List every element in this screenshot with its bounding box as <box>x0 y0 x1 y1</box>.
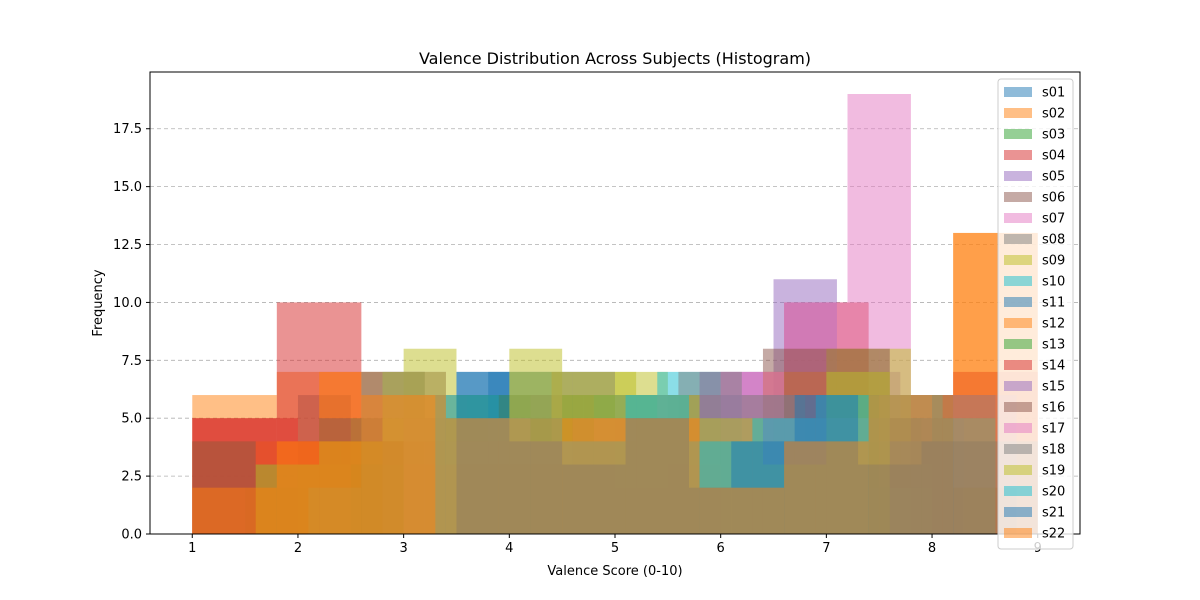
legend-label: s18 <box>1042 443 1065 458</box>
x-axis-label: Valence Score (0-10) <box>547 564 682 579</box>
x-tick-label: 1 <box>188 541 196 556</box>
bar <box>276 441 362 534</box>
legend-swatch <box>1004 108 1032 118</box>
legend-swatch <box>1004 87 1032 97</box>
legend-label: s04 <box>1042 149 1065 164</box>
x-tick-label: 7 <box>822 541 830 556</box>
bar <box>784 441 869 534</box>
y-tick-label: 7.5 <box>121 354 142 369</box>
legend-swatch <box>1004 465 1032 475</box>
y-tick-label: 2.5 <box>121 470 142 485</box>
y-tick-label: 17.5 <box>113 122 142 137</box>
bar <box>530 418 615 534</box>
legend-label: s20 <box>1042 485 1065 500</box>
bar <box>192 487 277 534</box>
legend-swatch <box>1004 423 1032 433</box>
x-tick-label: 3 <box>399 541 407 556</box>
x-tick-label: 4 <box>505 541 513 556</box>
legend-swatch <box>1004 318 1032 328</box>
legend-swatch <box>1004 339 1032 349</box>
legend-label: s09 <box>1042 254 1065 269</box>
bar <box>361 395 446 534</box>
legend-swatch <box>1004 444 1032 454</box>
legend-label: s22 <box>1042 527 1065 542</box>
x-tick-label: 6 <box>717 541 725 556</box>
legend-label: s12 <box>1042 317 1065 332</box>
legend-label: s13 <box>1042 338 1065 353</box>
bar <box>868 395 954 534</box>
legend-swatch <box>1004 381 1032 391</box>
legend-swatch <box>1004 234 1032 244</box>
y-axis-ticks: 0.0 2.5 5.0 7.5 10.0 12.5 15.0 17.5 <box>113 122 150 543</box>
legend-swatch <box>1004 297 1032 307</box>
legend-label: s19 <box>1042 464 1065 479</box>
y-tick-label: 12.5 <box>113 238 142 253</box>
legend-label: s01 <box>1042 86 1065 101</box>
legend-swatch <box>1004 486 1032 496</box>
legend: s01 s02 s03 s04 s05 s06 s07 s08 s09 s10 s11 s12 s13 s… <box>997 78 1074 550</box>
legend-swatch <box>1004 507 1032 517</box>
x-tick-label: 2 <box>294 541 302 556</box>
legend-swatch <box>1004 171 1032 181</box>
legend-label: s02 <box>1042 107 1065 122</box>
legend-swatch <box>1004 402 1032 412</box>
y-tick-label: 5.0 <box>121 412 142 427</box>
legend-label: s11 <box>1042 296 1065 311</box>
legend-swatch <box>1004 276 1032 286</box>
y-axis-label: Frequency <box>91 269 106 336</box>
x-tick-label: 5 <box>611 541 619 556</box>
chart-title: Valence Distribution Across Subjects (Hi… <box>419 49 811 68</box>
bar <box>699 487 785 534</box>
y-tick-label: 0.0 <box>121 528 142 543</box>
legend-label: s06 <box>1042 191 1065 206</box>
legend-label: s07 <box>1042 212 1065 227</box>
legend-swatch <box>1004 213 1032 223</box>
legend-swatch <box>1004 192 1032 202</box>
bars <box>192 94 1038 534</box>
legend-label: s21 <box>1042 506 1065 521</box>
legend-swatch <box>1004 528 1032 538</box>
legend-label: s17 <box>1042 422 1065 437</box>
y-tick-label: 15.0 <box>113 180 142 195</box>
legend-swatch <box>1004 150 1032 160</box>
legend-swatch <box>1004 129 1032 139</box>
legend-label: s16 <box>1042 401 1065 416</box>
legend-swatch <box>1004 255 1032 265</box>
bar <box>615 418 700 534</box>
y-tick-label: 10.0 <box>113 296 142 311</box>
legend-label: s05 <box>1042 170 1065 185</box>
legend-swatch <box>1004 360 1032 370</box>
x-tick-label: 8 <box>928 541 936 556</box>
legend-label: s14 <box>1042 359 1065 374</box>
legend-label: s08 <box>1042 233 1065 248</box>
bar <box>445 418 531 534</box>
legend-label: s10 <box>1042 275 1065 290</box>
legend-label: s15 <box>1042 380 1065 395</box>
legend-label: s03 <box>1042 128 1065 143</box>
